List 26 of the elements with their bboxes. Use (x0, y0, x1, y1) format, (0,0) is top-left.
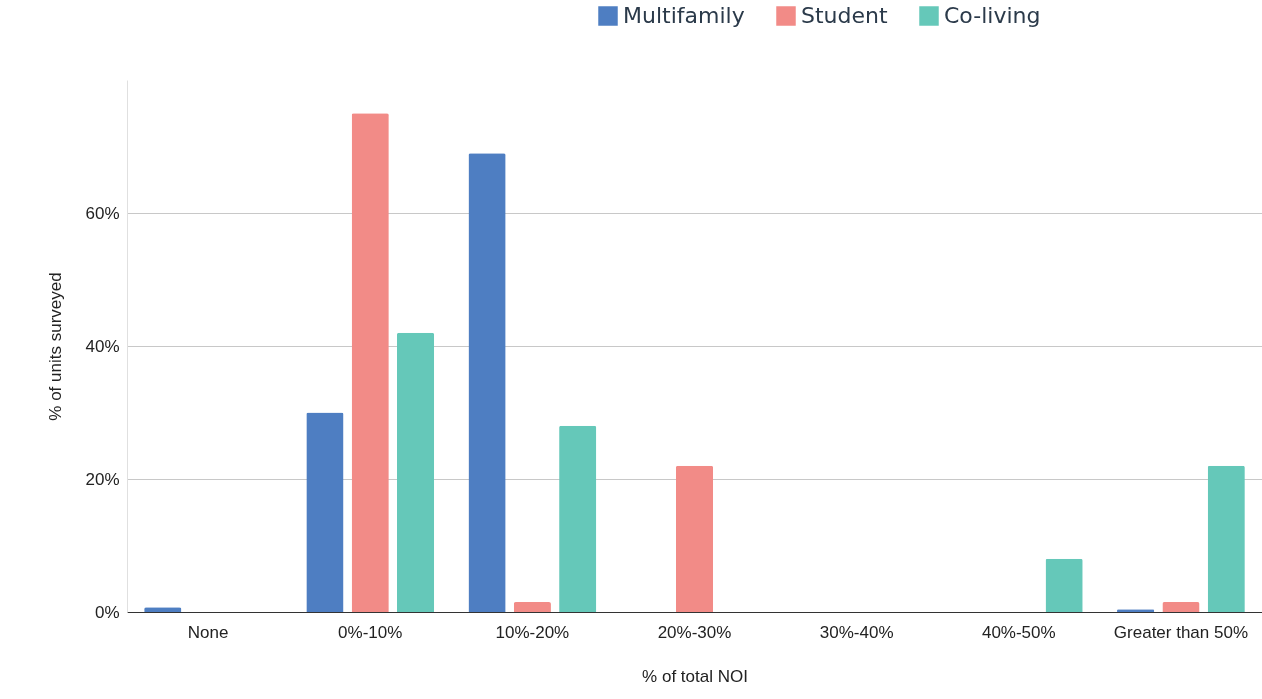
legend-label: Multifamily (623, 3, 745, 28)
bar (396, 332, 435, 612)
bar (1162, 602, 1200, 612)
bar (559, 425, 597, 612)
bar (675, 465, 714, 612)
bar (1045, 558, 1083, 612)
y-tick-label: 60% (85, 203, 120, 223)
bar (468, 153, 506, 612)
x-tick-label: Greater than 50% (1113, 622, 1249, 642)
x-tick-label: 0%-10% (338, 622, 403, 642)
x-tick-label: 20%-30% (657, 622, 732, 642)
bar (351, 113, 389, 612)
x-tick-label: 10%-20% (495, 622, 570, 642)
y-tick-label: 40% (85, 336, 120, 356)
x-tick-label: None (187, 622, 229, 642)
x-tick-label: 30%-40% (819, 622, 894, 642)
bar (306, 412, 344, 612)
x-axis-title: % of total NOI (642, 666, 748, 686)
y-tick-label: 0% (94, 602, 120, 622)
bar (513, 602, 551, 612)
bar (1207, 465, 1245, 612)
y-tick-label: 20% (85, 469, 120, 489)
legend-label: Co-living (944, 3, 1041, 28)
legend-label: Student (801, 3, 888, 28)
x-tick-label: 40%-50% (981, 622, 1056, 642)
y-axis-title: % of units surveyed (46, 272, 66, 421)
